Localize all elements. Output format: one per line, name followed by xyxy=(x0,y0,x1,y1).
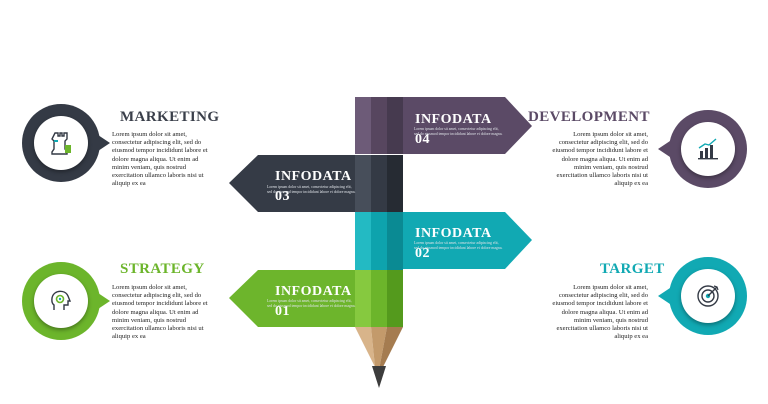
strategy-pointer xyxy=(98,293,110,309)
arrow-02-text: Lorem ipsum dolor sit amet, consectetur … xyxy=(414,241,503,250)
development-badge xyxy=(669,110,747,188)
arrow-03-text: Lorem ipsum dolor sit amet, consectetur … xyxy=(267,185,356,194)
development-text: Lorem ipsum dolor sit amet, consectetur … xyxy=(552,131,648,188)
development-pointer xyxy=(658,141,670,157)
head-gear-icon xyxy=(51,290,72,310)
marketing-title: MARKETING xyxy=(120,109,220,125)
marketing-text: Lorem ipsum dolor sit amet, consectetur … xyxy=(112,131,208,188)
pencil-column xyxy=(355,97,403,327)
strategy-text: Lorem ipsum dolor sit amet, consectetur … xyxy=(112,284,208,341)
arrow-03-label: INFODATA 03 xyxy=(275,169,351,204)
marketing-badge xyxy=(22,104,100,182)
arrow-04-text: Lorem ipsum dolor sit amet, consectetur … xyxy=(414,127,503,136)
bar-chart-icon xyxy=(698,138,718,160)
target-pointer xyxy=(658,288,670,304)
chess-rook-icon xyxy=(51,132,71,155)
target-title: TARGET xyxy=(600,261,665,277)
target-icon xyxy=(697,285,719,307)
arrow-01-text: Lorem ipsum dolor sit amet, consectetur … xyxy=(267,299,356,308)
arrow-02-label: INFODATA 02 xyxy=(415,226,491,261)
strategy-title: STRATEGY xyxy=(120,261,205,277)
marketing-pointer xyxy=(98,135,110,151)
strategy-badge xyxy=(22,262,100,340)
arrow-04-label: INFODATA 04 xyxy=(415,112,491,147)
target-text: Lorem ipsum dolor sit amet, consectetur … xyxy=(552,284,648,341)
pencil-tip xyxy=(355,327,403,388)
target-badge xyxy=(669,257,747,335)
arrow-01-label: INFODATA 01 xyxy=(275,284,351,319)
development-title: DEVELOPMENT xyxy=(528,109,650,125)
